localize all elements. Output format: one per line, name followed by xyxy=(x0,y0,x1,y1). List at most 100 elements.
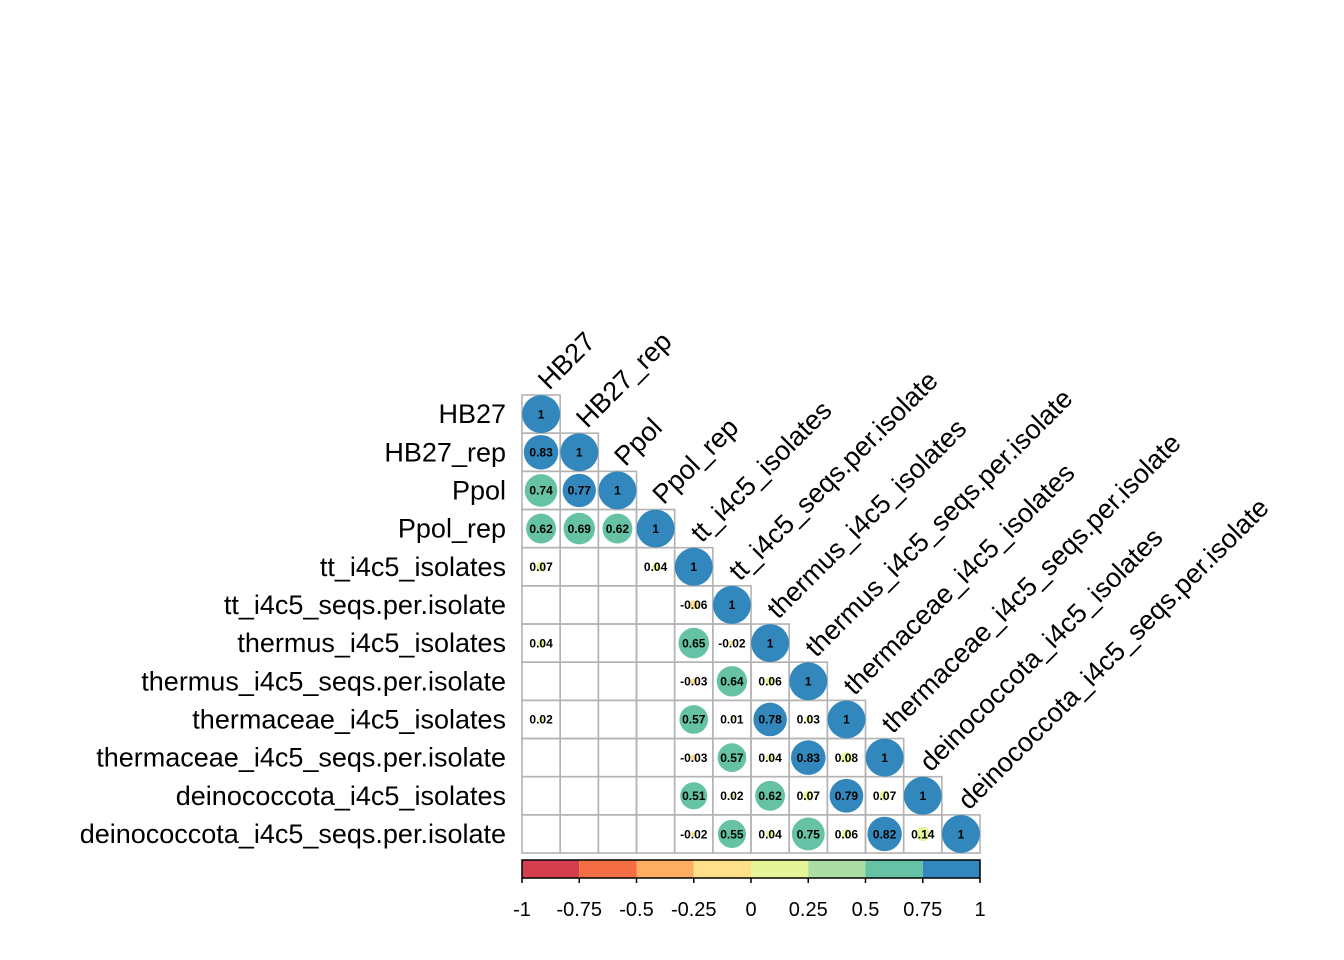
grid-cell xyxy=(597,737,638,778)
correlation-circle xyxy=(560,433,599,472)
grid-cell xyxy=(597,661,638,702)
grid-cell xyxy=(521,661,561,702)
grid-cell xyxy=(635,585,676,625)
grid-cell xyxy=(635,737,676,778)
row-label: tt_i4c5_seqs.per.isolate xyxy=(224,590,506,620)
value-label: 0.57 xyxy=(720,751,744,765)
grid-cell xyxy=(597,623,638,663)
correlation-circle xyxy=(827,700,866,739)
value-label: 0.04 xyxy=(758,751,782,765)
correlation-circle xyxy=(679,705,709,734)
correlation-circle xyxy=(523,434,559,470)
value-label: 0.06 xyxy=(835,827,859,841)
value-label: -0.02 xyxy=(680,827,708,841)
grid-cell xyxy=(597,699,638,740)
value-label: 1 xyxy=(729,598,736,612)
row-label: deinococcota_i4c5_isolates xyxy=(176,781,506,811)
row-label: thermus_i4c5_isolates xyxy=(237,628,506,658)
correlation-circle xyxy=(766,830,774,838)
grid-cell xyxy=(635,699,676,740)
value-label: 0.75 xyxy=(797,827,821,841)
correlation-circle xyxy=(716,666,748,697)
value-label: 0.07 xyxy=(873,789,897,803)
value-label: 1 xyxy=(919,789,926,803)
correlation-circle xyxy=(680,782,708,810)
colorbar-tick-label: -0.25 xyxy=(671,899,717,921)
value-label: 0.04 xyxy=(529,636,553,650)
value-label: 1 xyxy=(652,522,659,536)
value-label: 1 xyxy=(614,484,621,498)
colorbar-tick-label: -0.5 xyxy=(619,899,653,921)
grid-cell xyxy=(559,623,600,663)
correlation-circle xyxy=(526,513,557,544)
grid-cell xyxy=(635,814,676,854)
value-label: 1 xyxy=(690,560,697,574)
grid-cell xyxy=(559,699,600,740)
row-label: HB27_rep xyxy=(384,437,506,467)
correlation-circle xyxy=(915,826,930,842)
colorbar-tick-label: -1 xyxy=(513,899,531,921)
row-label: thermaceae_i4c5_seqs.per.isolate xyxy=(96,743,506,773)
colorbar: -1 -0.75 -0.5 -0.25 0 0.25 0.5 0.75 1 xyxy=(513,859,986,921)
grid-cell xyxy=(635,775,676,816)
correlation-circle xyxy=(766,753,774,762)
value-label: 0.55 xyxy=(720,827,744,841)
correlation-circle xyxy=(841,752,852,763)
colorbar-tick-label: 0.5 xyxy=(852,899,880,921)
grid-layer xyxy=(521,394,981,854)
correlation-circle xyxy=(674,547,713,586)
column-label: tt_i4c5_isolates xyxy=(685,395,838,548)
correlation-circle xyxy=(841,829,852,839)
row-label: Ppol_rep xyxy=(398,514,506,544)
grid-cell xyxy=(559,585,600,625)
value-label: 1 xyxy=(881,751,888,765)
correlation-circle xyxy=(602,513,633,544)
value-label: 0.62 xyxy=(529,522,553,536)
value-label: 0.06 xyxy=(758,675,782,689)
correlation-circle xyxy=(690,754,698,761)
grid-cell xyxy=(635,661,676,702)
value-label: 0.08 xyxy=(835,751,859,765)
correlation-circle xyxy=(765,676,775,686)
value-label: 0.74 xyxy=(529,484,553,498)
correlation-circle xyxy=(598,471,637,510)
colorbar-tick-label: 0.25 xyxy=(789,899,828,921)
correlation-circle xyxy=(678,627,710,659)
value-label: 0.65 xyxy=(682,636,706,650)
correlation-circle xyxy=(865,738,904,777)
correlation-circle xyxy=(729,640,735,646)
colorbar-segment xyxy=(751,860,809,878)
correlation-circle xyxy=(867,816,902,852)
correlation-circle xyxy=(651,562,660,571)
row-label: thermaceae_i4c5_isolates xyxy=(192,704,506,734)
value-label: 0.69 xyxy=(568,522,592,536)
value-label: 0.64 xyxy=(720,675,744,689)
value-label: -0.02 xyxy=(718,636,746,650)
value-label: 0.04 xyxy=(644,560,668,574)
correlation-circle xyxy=(717,743,747,772)
value-label: -0.03 xyxy=(680,675,708,689)
correlation-circle xyxy=(751,624,790,663)
colorbar-tick-label: 0.75 xyxy=(903,899,942,921)
value-label: 0.03 xyxy=(797,713,821,727)
value-label: 1 xyxy=(538,407,545,421)
colorbar-segment xyxy=(522,860,580,878)
correlation-circle xyxy=(562,473,596,508)
colorbar-segment xyxy=(636,860,694,878)
grid-cell xyxy=(521,737,561,778)
grid-cell xyxy=(597,814,638,854)
correlation-circle xyxy=(879,790,890,801)
correlation-circle xyxy=(536,561,547,572)
correlation-circle xyxy=(690,677,698,685)
value-label: 1 xyxy=(576,446,583,460)
correlation-circle xyxy=(689,600,699,610)
correlation-circle xyxy=(522,395,561,434)
grid-cell xyxy=(559,546,600,587)
row-label: tt_i4c5_isolates xyxy=(320,552,506,582)
column-label: Ppol xyxy=(608,412,667,471)
row-label: thermus_i4c5_seqs.per.isolate xyxy=(141,666,506,696)
row-label: Ppol xyxy=(452,475,506,505)
correlation-circle xyxy=(789,662,828,701)
grid-cell xyxy=(559,661,600,702)
